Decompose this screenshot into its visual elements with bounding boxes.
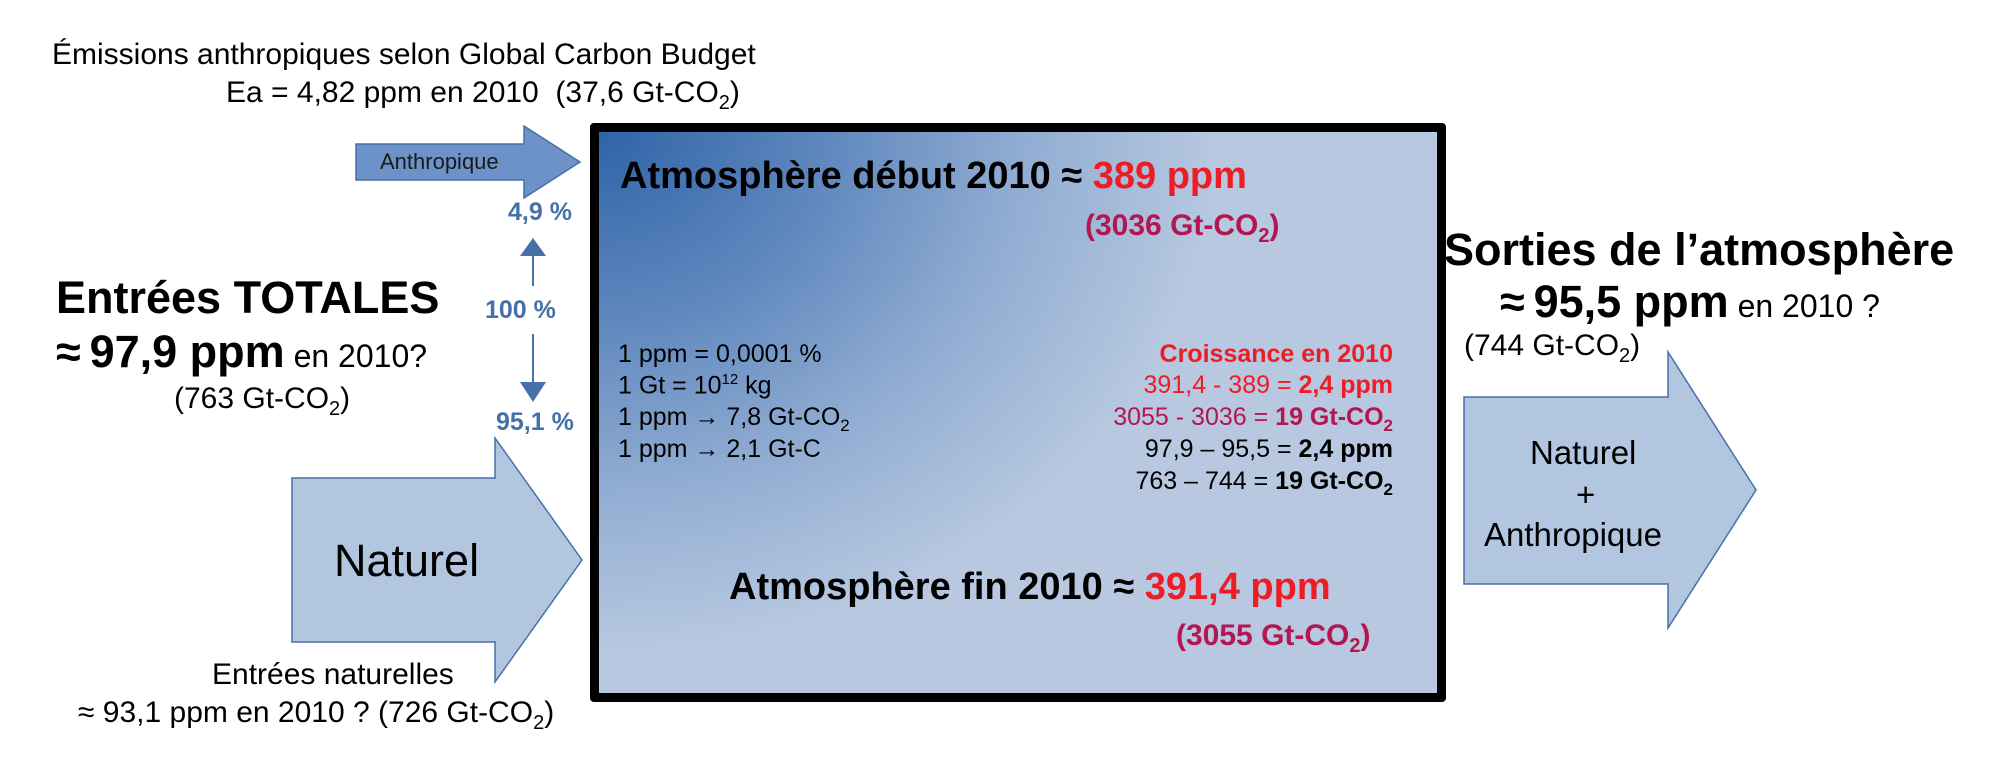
conversion-gt-kg: 1 Gt = 1012 kg — [618, 371, 772, 400]
anthropogenic-ppm: Ea = 4,82 ppm en 2010 — [226, 76, 539, 109]
natural-arrow — [291, 435, 583, 685]
growth-ppm-balance-line: 97,9 – 95,5 = 2,4 ppm — [1145, 435, 1393, 464]
natural-inputs-value: ≈ 93,1 ppm en 2010 ? (726 Gt-CO2) — [78, 696, 554, 735]
atmosphere-start-gt-subscript: 2 — [1258, 225, 1270, 247]
natural-gt-close: ) — [544, 696, 555, 729]
outputs-arrow — [1463, 349, 1757, 631]
growth-gt-balance-line: 763 – 744 = 19 Gt-CO2 — [1135, 467, 1393, 500]
anthropogenic-emissions-value: Ea = 4,82 ppm en 2010 (37,6 Gt-CO2) — [226, 76, 740, 115]
anthropogenic-arrow — [355, 124, 582, 200]
conversion-ppm-gtco2-text: 1 ppm → 7,8 Gt-CO — [618, 403, 841, 431]
down-arrow-icon — [520, 334, 546, 402]
growth-ppm-balance-calc: 97,9 – 95,5 = — [1144, 435, 1299, 463]
growth-ppm-calc: 391,4 - 389 = — [1143, 371, 1299, 399]
anthropogenic-emissions-title: Émissions anthropiques selon Global Carb… — [52, 38, 756, 71]
conversion-ppm-gtco2: 1 ppm → 7,8 Gt-CO2 — [618, 403, 850, 436]
anthropogenic-gt-subscript: 2 — [718, 92, 730, 114]
total-inputs-gt: (763 Gt-CO2) — [174, 382, 350, 421]
up-arrow-icon — [520, 238, 546, 286]
atmosphere-end-label: Atmosphère fin 2010 ≈ — [729, 566, 1145, 608]
growth-gt-line: 3055 - 3036 = 19 Gt-CO2 — [1113, 403, 1393, 436]
natural-arrow-label: Naturel — [334, 535, 480, 586]
total-gt-subscript: 2 — [329, 398, 341, 420]
conversion-ppm-gtc: 1 ppm → 2,1 Gt-C — [618, 435, 821, 463]
atmosphere-end-gt-close: ) — [1360, 619, 1371, 652]
total-approx-symbol: ≈ — [56, 326, 81, 377]
outputs-gt-subscript: 2 — [1619, 345, 1631, 367]
outputs-gt: (744 Gt-CO2) — [1464, 329, 1640, 368]
conversion-gt-kg-exponent: 12 — [721, 371, 739, 388]
growth-gt-balance-subscript: 2 — [1383, 480, 1393, 499]
total-inputs-value: ≈ 97,9 ppm en 2010? — [56, 326, 427, 378]
growth-ppm-balance-result: 2,4 ppm — [1298, 435, 1393, 463]
atmosphere-start-gt-close: ) — [1269, 209, 1280, 242]
outputs-arrow-label-plus: + — [1576, 476, 1596, 513]
growth-gt-calc: 3055 - 3036 = — [1113, 403, 1276, 431]
natural-inputs-title: Entrées naturelles — [212, 658, 454, 691]
conversion-gt-kg-b: kg — [738, 371, 772, 400]
atmosphere-start-ppm: 389 ppm — [1092, 155, 1247, 197]
atmosphere-end-2010: Atmosphère fin 2010 ≈ 391,4 ppm — [729, 566, 1331, 609]
natural-share: 95,1 % — [496, 408, 574, 436]
atmosphere-start-gt: (3036 Gt-CO2) — [1085, 209, 1280, 248]
growth-title: Croissance en 2010 — [1159, 340, 1393, 368]
atmosphere-end-gt-subscript: 2 — [1349, 635, 1361, 657]
outputs-arrow-label-natural: Naturel — [1530, 434, 1637, 471]
atmosphere-end-ppm: 391,4 ppm — [1144, 566, 1331, 608]
atmosphere-start-2010: Atmosphère début 2010 ≈ 389 ppm — [620, 155, 1247, 198]
outputs-gt-close: ) — [1630, 329, 1641, 362]
outputs-value: ≈ 95,5 ppm en 2010 ? — [1500, 276, 1880, 328]
outputs-title: Sorties de l’atmosphère — [1444, 224, 1955, 275]
total-gt-text: (763 Gt-CO — [174, 382, 330, 415]
anthropogenic-gt: (37,6 Gt-CO — [555, 76, 719, 109]
growth-gt-balance-result: 19 Gt-CO — [1275, 467, 1384, 495]
conversion-ppm-gtco2-subscript: 2 — [840, 416, 850, 435]
conversion-ppm-percent: 1 ppm = 0,0001 % — [618, 340, 822, 368]
outputs-approx-symbol: ≈ — [1500, 276, 1525, 327]
outputs-year: en 2010 ? — [1737, 288, 1880, 324]
atmosphere-start-label: Atmosphère début 2010 ≈ — [620, 155, 1093, 197]
growth-ppm-line: 391,4 - 389 = 2,4 ppm — [1144, 371, 1393, 400]
outputs-ppm: 95,5 ppm — [1533, 276, 1729, 327]
total-share: 100 % — [485, 296, 556, 324]
atmosphere-end-gt: (3055 Gt-CO2) — [1176, 619, 1371, 658]
conversion-gt-kg-a: 1 Gt = 10 — [618, 371, 722, 400]
growth-gt-subscript: 2 — [1383, 416, 1393, 435]
atmosphere-end-gt-text: (3055 Gt-CO — [1176, 619, 1350, 652]
anthropogenic-share: 4,9 % — [508, 198, 572, 226]
anthropogenic-arrow-label: Anthropique — [380, 149, 499, 174]
natural-gt-subscript: 2 — [533, 712, 545, 734]
outputs-arrow-label-anthropogenic: Anthropique — [1484, 516, 1662, 553]
atmosphere-box — [590, 123, 1446, 702]
growth-ppm-result: 2,4 ppm — [1298, 371, 1393, 399]
anthropogenic-gt-close: ) — [729, 76, 740, 109]
natural-value-text: ≈ 93,1 ppm en 2010 ? (726 Gt-CO — [78, 696, 534, 729]
growth-gt-result: 19 Gt-CO — [1275, 403, 1384, 431]
total-inputs-title: Entrées TOTALES — [56, 272, 440, 323]
total-ppm: 97,9 ppm — [89, 326, 285, 377]
growth-gt-balance-calc: 763 – 744 = — [1135, 467, 1276, 495]
total-gt-close: ) — [340, 382, 351, 415]
atmosphere-start-gt-text: (3036 Gt-CO — [1085, 209, 1259, 242]
total-year: en 2010? — [293, 338, 428, 374]
outputs-gt-text: (744 Gt-CO — [1464, 329, 1620, 362]
